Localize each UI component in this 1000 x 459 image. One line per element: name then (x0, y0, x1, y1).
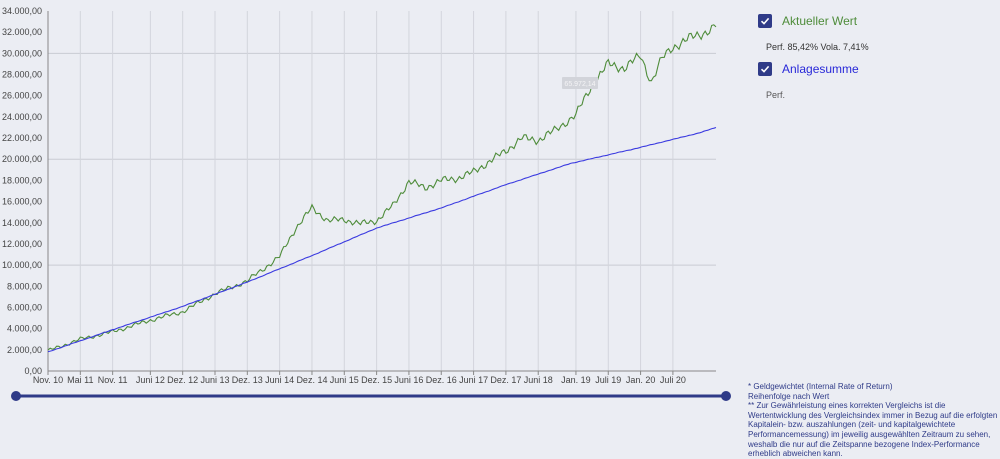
x-tick-label: Dez. 13 (232, 375, 263, 384)
x-tick-label: Juni 15 (330, 375, 359, 384)
tooltip-box (562, 77, 598, 89)
chart-tooltip: 65.972,14 (562, 77, 598, 89)
value-chart: 0,00 2.000,00 4.000,00 6.000,00 8.000,00 10.0… (2, 6, 717, 384)
y-tick-label: 34.000,00 (2, 6, 42, 16)
tooltip-value: 65.972,14 (564, 81, 595, 88)
footnote-comparison: ** Zur Gewährleistung eines korrekten Ve… (748, 401, 998, 459)
x-tick-label: Dez. 12 (167, 375, 198, 384)
series-line-anlagesumme (47, 126, 717, 353)
y-tick-label: 24.000,00 (2, 112, 42, 122)
x-tick-label: Juni 18 (524, 375, 553, 384)
time-range-slider[interactable] (0, 384, 740, 408)
y-tick-label: 18.000,00 (2, 175, 42, 185)
y-tick-label: 4.000,00 (7, 324, 42, 334)
y-tick-label: 20.000,00 (2, 154, 42, 164)
x-tick-label: Dez. 16 (426, 375, 457, 384)
chart-grid (47, 11, 716, 372)
x-tick-label: Jan. 20 (626, 375, 656, 384)
legend-label-anlagesumme: Anlagesumme (782, 62, 859, 76)
legend-stats-aktueller-wert: Perf. 85,42% Vola. 7,41% (766, 42, 869, 52)
x-tick-label: Nov. 10 (33, 375, 63, 384)
y-tick-label: 0,00 (24, 366, 42, 376)
x-tick-label: Juni 16 (394, 375, 423, 384)
y-tick-label: 26.000,00 (2, 91, 42, 101)
x-tick-label: Dez. 14 (296, 375, 327, 384)
y-tick-label: 32.000,00 (2, 27, 42, 37)
y-tick-label: 28.000,00 (2, 70, 42, 80)
legend-stats-anlagesumme: Perf. (766, 90, 786, 100)
x-axis: Nov. 10 Mai 11 Nov. 11 Juni 12 Dez. 12 Juni 1… (33, 371, 686, 384)
y-tick-label: 8.000,00 (7, 281, 42, 291)
checkbox-aktueller-wert[interactable] (758, 14, 772, 28)
legend-item-anlagesumme: Anlagesumme Perf. (758, 60, 998, 101)
check-icon (760, 17, 770, 25)
x-tick-label: Mai 11 (67, 375, 93, 384)
footnote-irr: * Geldgewichtet (Internal Rate of Return… (748, 382, 893, 391)
x-tick-label: Juli 19 (595, 375, 621, 384)
series-line-aktueller-wert (47, 24, 717, 351)
legend-label-aktueller-wert: Aktueller Wert (782, 14, 858, 28)
y-tick-label: 14.000,00 (2, 218, 42, 228)
y-tick-label: 30.000,00 (2, 48, 42, 58)
checkbox-anlagesumme[interactable] (758, 62, 772, 76)
y-tick-label: 10.000,00 (2, 260, 42, 270)
y-tick-label: 22.000,00 (2, 133, 42, 143)
check-icon (760, 65, 770, 73)
x-tick-label: Dez. 15 (361, 375, 392, 384)
slider-handle-start[interactable] (11, 391, 21, 401)
slider-handle-end[interactable] (721, 391, 731, 401)
y-tick-label: 6.000,00 (7, 302, 42, 312)
y-axis: 0,00 2.000,00 4.000,00 6.000,00 8.000,00 10.0… (2, 6, 42, 376)
x-tick-label: Juli 20 (660, 375, 686, 384)
y-tick-label: 2.000,00 (7, 345, 42, 355)
x-tick-label: Juni 14 (265, 375, 294, 384)
chart-footnotes: * Geldgewichtet (Internal Rate of Return… (748, 382, 998, 459)
x-tick-label: Nov. 11 (98, 375, 128, 384)
x-tick-label: Dez. 17 (490, 375, 521, 384)
y-tick-label: 12.000,00 (2, 239, 42, 249)
x-tick-label: Jan. 19 (561, 375, 591, 384)
legend-item-aktueller-wert: Aktueller Wert Perf. 85,42% Vola. 7,41% (758, 12, 998, 53)
y-tick-label: 16.000,00 (2, 197, 42, 207)
x-tick-label: Juni 17 (459, 375, 488, 384)
footnote-order: Reihenfolge nach Wert (748, 391, 830, 401)
x-tick-label: Juni 13 (200, 375, 229, 384)
x-tick-label: Juni 12 (136, 375, 165, 384)
chart-series (47, 24, 717, 353)
